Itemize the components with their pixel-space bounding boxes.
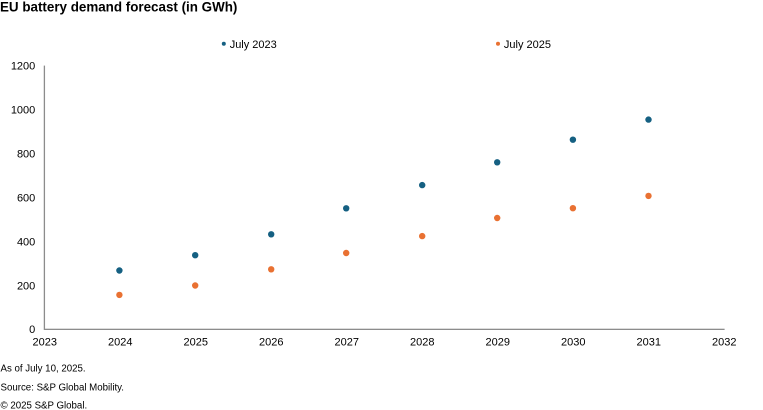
svg-text:July 2023: July 2023 [230, 39, 277, 51]
svg-text:400: 400 [17, 236, 35, 248]
svg-text:2023: 2023 [33, 337, 57, 349]
svg-text:Source: S&P Global Mobility.: Source: S&P Global Mobility. [1, 382, 124, 393]
svg-text:200: 200 [17, 280, 35, 292]
svg-text:As of July 10, 2025.: As of July 10, 2025. [1, 363, 86, 374]
svg-text:2025: 2025 [184, 337, 208, 349]
svg-text:800: 800 [17, 149, 35, 161]
svg-text:EU battery demand forecast (in: EU battery demand forecast (in GWh) [0, 0, 237, 14]
svg-text:© 2025 S&P Global.: © 2025 S&P Global. [1, 401, 88, 410]
svg-text:2032: 2032 [712, 337, 736, 349]
svg-text:1000: 1000 [11, 105, 35, 117]
svg-text:0: 0 [29, 324, 35, 336]
svg-text:600: 600 [17, 192, 35, 204]
svg-text:1200: 1200 [11, 61, 35, 73]
svg-text:2029: 2029 [486, 337, 510, 349]
svg-text:2028: 2028 [410, 337, 434, 349]
svg-text:2030: 2030 [561, 337, 585, 349]
svg-text:2031: 2031 [637, 337, 661, 349]
svg-text:2024: 2024 [108, 337, 132, 349]
svg-text:2027: 2027 [335, 337, 359, 349]
svg-text:2026: 2026 [259, 337, 283, 349]
svg-text:July 2025: July 2025 [504, 39, 551, 51]
